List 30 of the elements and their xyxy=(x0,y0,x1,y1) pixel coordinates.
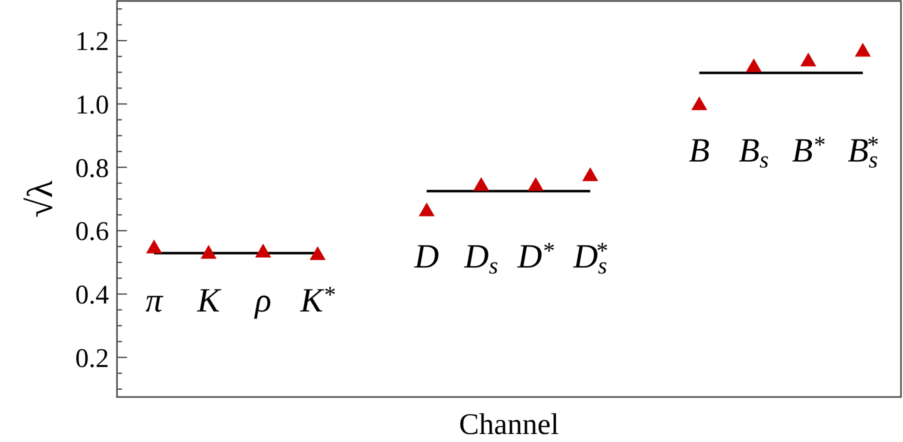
x-tick-label: B xyxy=(688,132,710,170)
point xyxy=(146,240,162,254)
x-axis-title: Channel xyxy=(459,408,559,441)
point xyxy=(310,246,326,260)
x-tick-label: B$_{s}$ xyxy=(738,132,769,174)
x-tick-label: D$_{s}$ xyxy=(463,238,498,280)
point xyxy=(746,58,762,72)
y-axis-title: √λ xyxy=(20,180,60,218)
y-tick-label: 1.0 xyxy=(75,89,109,120)
point xyxy=(200,244,217,259)
x-tick-label: ρ xyxy=(254,282,272,320)
x-tick-label: π xyxy=(146,282,164,320)
point xyxy=(418,202,435,216)
y-tick-label: 1.2 xyxy=(75,26,109,56)
y-tick-label: 0.6 xyxy=(75,216,109,246)
point xyxy=(255,244,272,258)
x-tick-label: K xyxy=(196,282,222,320)
point xyxy=(691,96,708,110)
point xyxy=(854,42,871,57)
y-tick-label: 0.2 xyxy=(75,342,109,373)
point xyxy=(473,177,490,191)
y-tick-label: 0.8 xyxy=(75,152,109,183)
point xyxy=(800,52,816,66)
x-tick-label: B$^{*}$ xyxy=(792,132,825,170)
x-tick-label: D$^{*}$ xyxy=(516,238,554,276)
x-tick-label: K$^{*}$ xyxy=(299,282,336,320)
y-tick-label: 0.4 xyxy=(75,279,110,310)
x-tick-label: D xyxy=(413,238,440,276)
point xyxy=(582,167,598,182)
point xyxy=(528,177,544,191)
